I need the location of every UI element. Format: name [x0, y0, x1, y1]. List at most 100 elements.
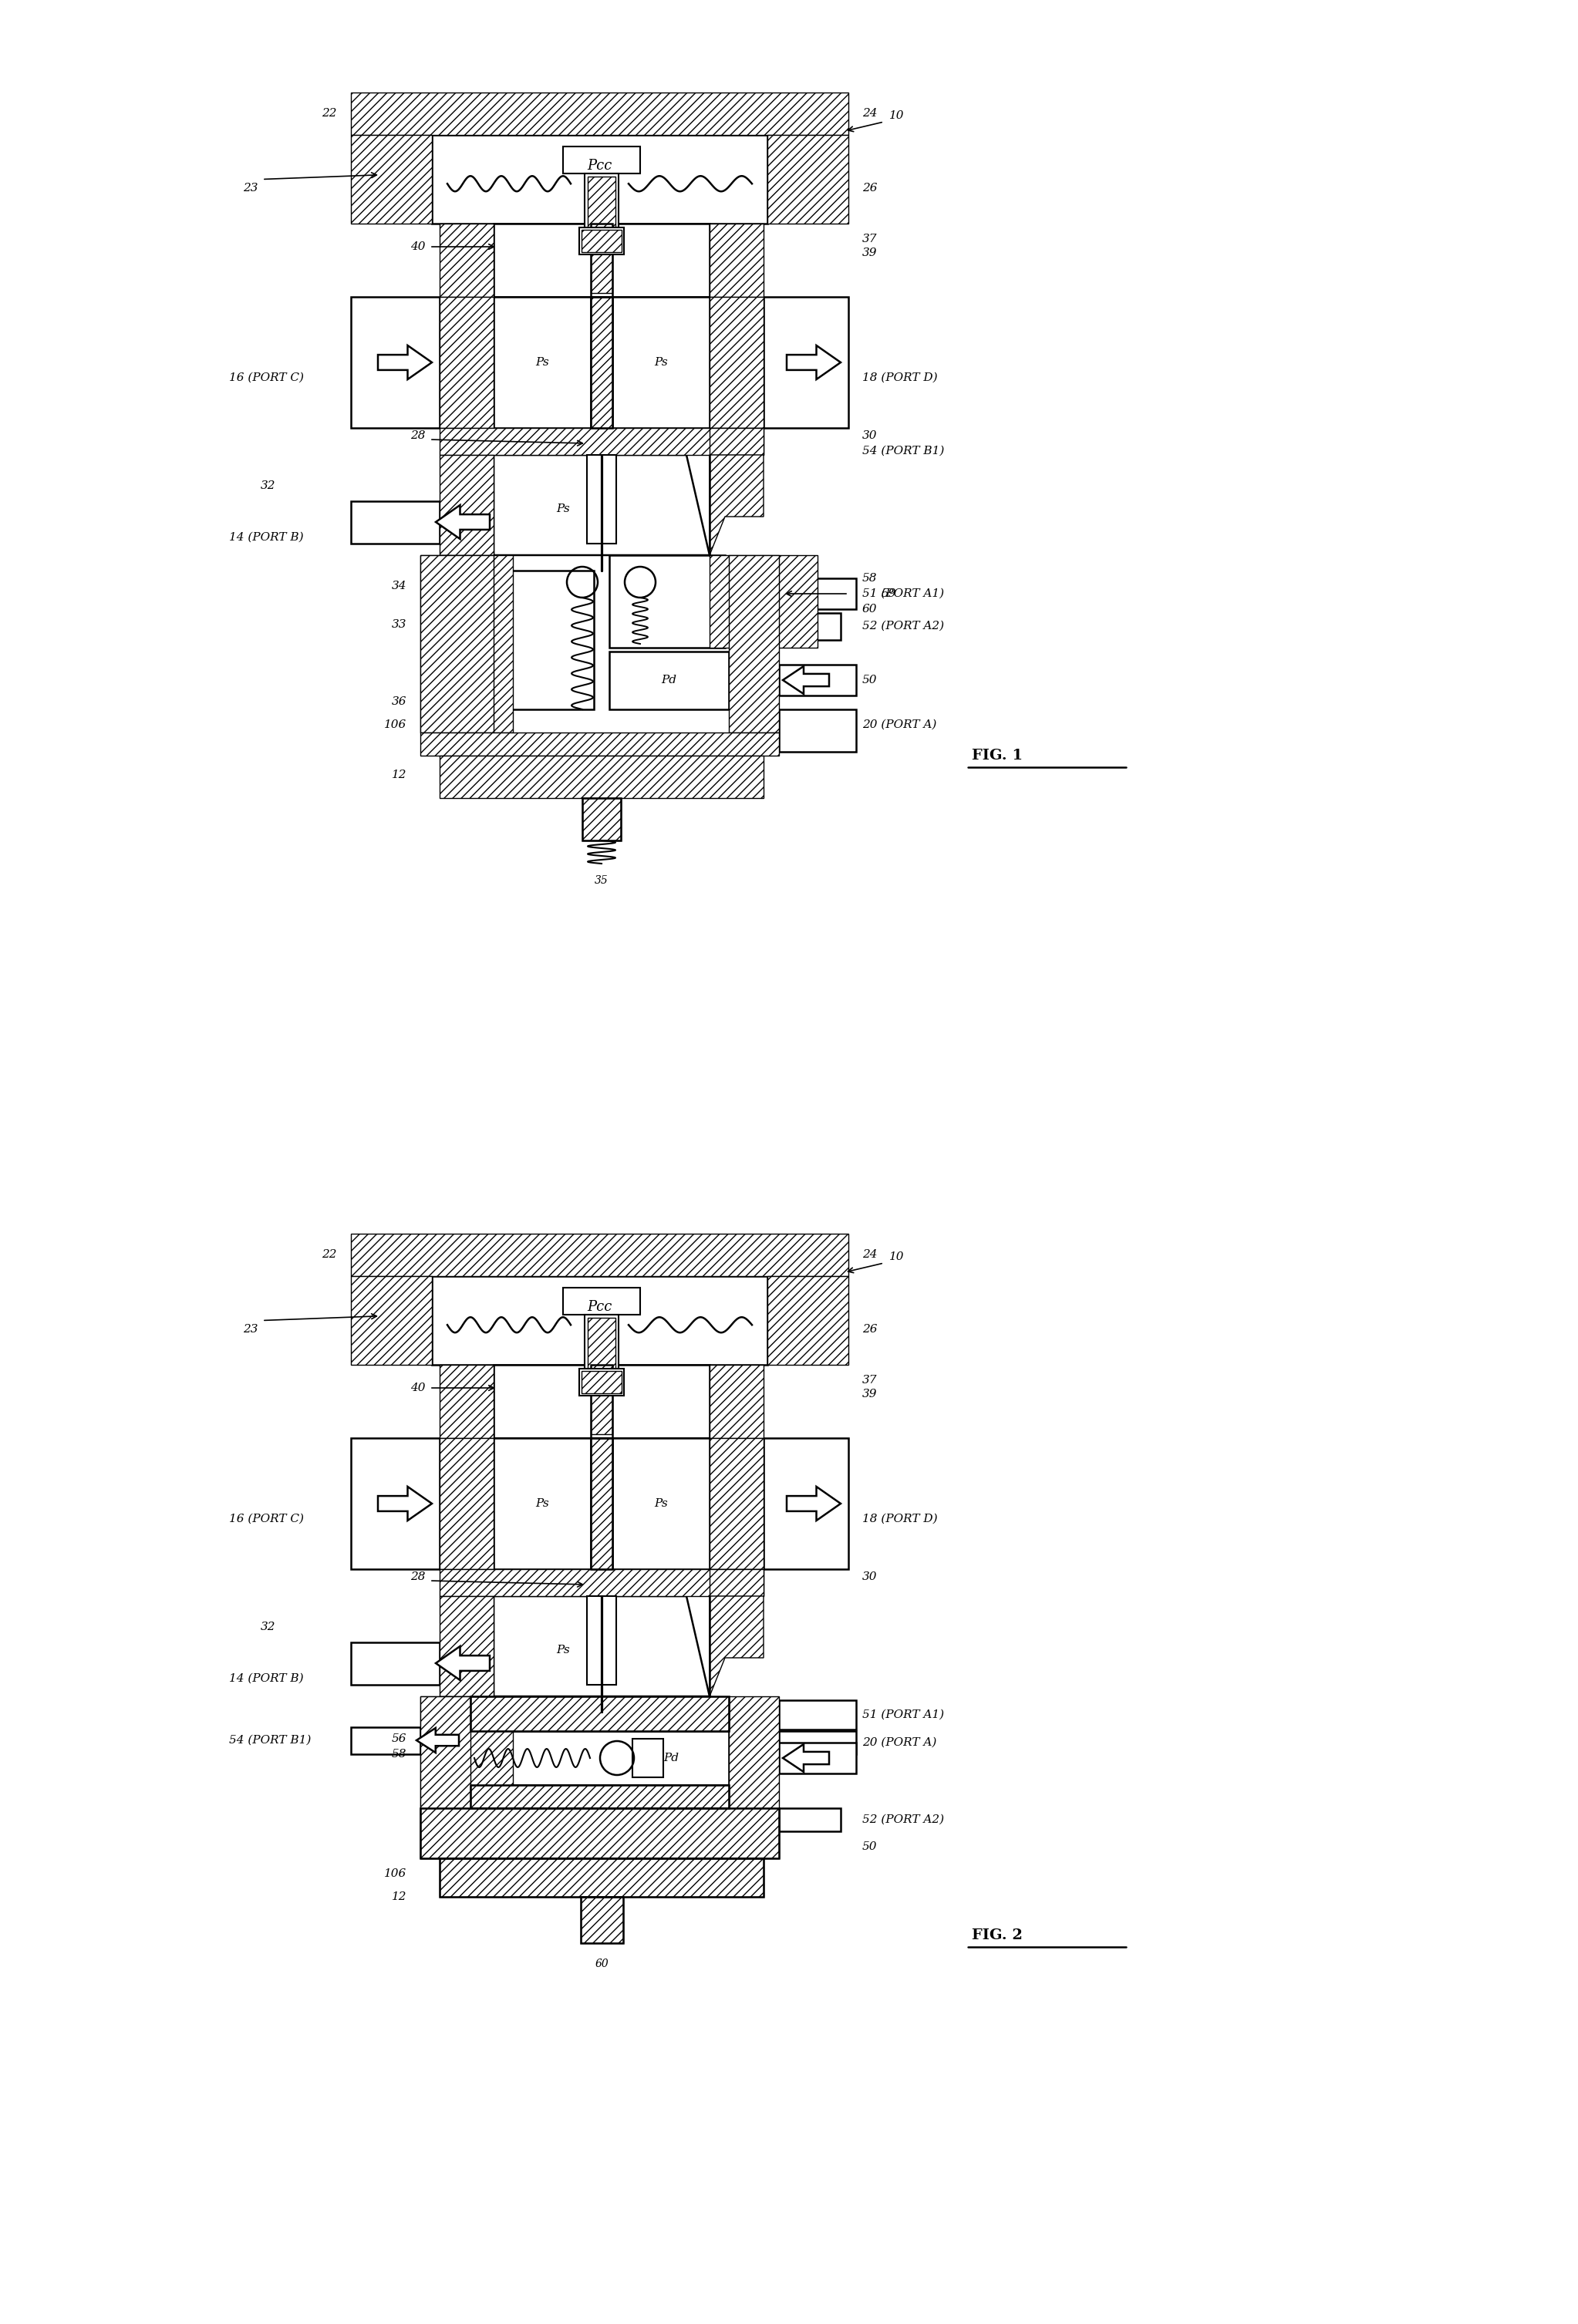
Polygon shape — [783, 1743, 828, 1771]
Bar — [420, 555, 451, 732]
Bar — [494, 1439, 590, 1569]
Bar — [470, 572, 593, 709]
Bar — [582, 230, 622, 251]
Text: 26: 26 — [862, 184, 877, 193]
Bar — [470, 1731, 729, 1785]
Text: 32: 32 — [260, 481, 275, 490]
Polygon shape — [417, 1729, 459, 1752]
Text: 30: 30 — [862, 1571, 877, 1583]
Text: 14 (PORT B): 14 (PORT B) — [229, 1673, 303, 1685]
Text: FIG. 1: FIG. 1 — [972, 748, 1023, 762]
Bar — [440, 1569, 764, 1597]
Bar — [710, 1439, 764, 1569]
Bar — [440, 428, 764, 456]
Text: 32: 32 — [260, 1622, 275, 1631]
Bar — [587, 456, 617, 544]
Text: 18 (PORT D): 18 (PORT D) — [862, 372, 937, 383]
Bar — [470, 1785, 729, 1808]
Bar — [767, 135, 849, 223]
Bar — [780, 665, 857, 695]
Polygon shape — [710, 1569, 764, 1597]
Polygon shape — [377, 346, 432, 379]
Text: 33: 33 — [391, 618, 407, 630]
Text: 23: 23 — [243, 1325, 259, 1334]
Bar — [582, 797, 620, 841]
Bar — [350, 1643, 440, 1685]
Bar — [780, 1701, 857, 1729]
Text: 50: 50 — [862, 1841, 877, 1852]
Polygon shape — [494, 456, 710, 555]
Polygon shape — [436, 1645, 489, 1680]
Text: 12: 12 — [391, 769, 407, 781]
Bar — [350, 502, 440, 544]
Bar — [440, 755, 764, 797]
Bar — [579, 228, 623, 253]
Text: 22: 22 — [322, 1248, 338, 1260]
Text: 24: 24 — [862, 1248, 877, 1260]
Bar — [563, 146, 641, 174]
Bar — [440, 1859, 764, 1896]
Text: 37: 37 — [862, 235, 877, 244]
Text: 16 (PORT C): 16 (PORT C) — [229, 372, 305, 383]
Polygon shape — [710, 1597, 764, 1697]
Bar — [420, 732, 780, 755]
Text: Ps: Ps — [535, 358, 549, 367]
Polygon shape — [710, 456, 764, 555]
Bar — [440, 555, 513, 732]
Text: 51 (PORT A1): 51 (PORT A1) — [862, 588, 944, 600]
Text: 39: 39 — [862, 1390, 877, 1399]
Text: 14 (PORT B): 14 (PORT B) — [229, 532, 303, 544]
Text: 58: 58 — [862, 574, 877, 583]
Bar — [440, 1859, 764, 1896]
Bar — [440, 456, 494, 555]
Text: 36: 36 — [391, 697, 407, 706]
Bar — [584, 1315, 619, 1373]
Bar — [780, 709, 857, 751]
Bar — [420, 1808, 780, 1859]
Bar — [609, 651, 729, 709]
Bar — [590, 223, 612, 297]
Bar — [780, 614, 841, 639]
Bar — [729, 555, 780, 732]
Bar — [767, 1276, 849, 1364]
Text: 34: 34 — [391, 581, 407, 590]
Bar — [780, 1808, 841, 1831]
Text: 28: 28 — [410, 1571, 426, 1583]
Text: Ps: Ps — [655, 1499, 667, 1508]
Text: 23: 23 — [243, 184, 259, 193]
Bar — [350, 135, 432, 223]
Text: 40: 40 — [410, 1383, 426, 1394]
Bar — [584, 174, 619, 232]
Bar — [710, 555, 817, 648]
Bar — [350, 1439, 440, 1569]
Text: 10: 10 — [890, 109, 904, 121]
Bar — [590, 228, 612, 293]
Text: 30: 30 — [862, 430, 877, 442]
Text: 106: 106 — [383, 720, 407, 730]
Text: 50: 50 — [862, 674, 877, 686]
Bar — [440, 1439, 494, 1569]
Text: Ps: Ps — [535, 1499, 549, 1508]
Text: Ps: Ps — [655, 358, 667, 367]
Bar — [633, 1738, 663, 1778]
Text: 52 (PORT A2): 52 (PORT A2) — [862, 1815, 944, 1824]
Bar — [581, 1896, 623, 1943]
Text: 10: 10 — [890, 1250, 904, 1262]
Text: 58: 58 — [391, 1748, 407, 1759]
Text: 39: 39 — [862, 249, 877, 258]
Text: 35: 35 — [595, 876, 609, 885]
Bar — [612, 1439, 710, 1569]
Bar — [587, 1597, 617, 1685]
Polygon shape — [494, 1597, 710, 1697]
Text: 51 (PORT A1): 51 (PORT A1) — [862, 1710, 944, 1720]
Text: 20 (PORT A): 20 (PORT A) — [862, 720, 937, 730]
Text: 12: 12 — [391, 1892, 407, 1903]
Bar — [590, 297, 612, 428]
Polygon shape — [377, 1487, 432, 1520]
Polygon shape — [436, 504, 489, 539]
Polygon shape — [710, 428, 764, 456]
Bar — [470, 1697, 729, 1731]
Bar — [780, 579, 857, 609]
Bar — [579, 1369, 623, 1397]
Bar — [420, 1808, 780, 1859]
